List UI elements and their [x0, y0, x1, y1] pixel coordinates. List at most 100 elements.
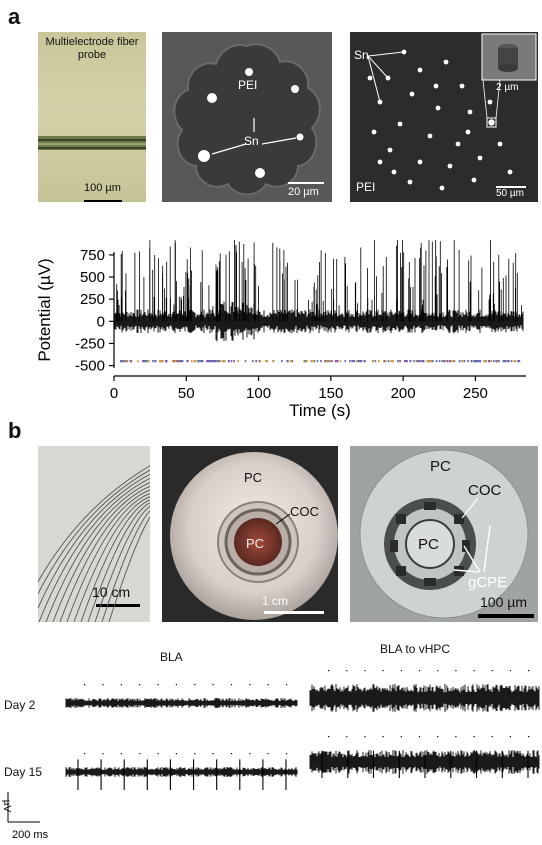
- unit-marker: [212, 684, 214, 686]
- scale-bar-label: 100 µm: [84, 182, 121, 194]
- spike-raster-mark: [272, 360, 275, 363]
- fiber-bundle-photo: 10 cm: [38, 446, 150, 622]
- spike-raster-mark: [197, 360, 200, 363]
- sn-particle: [467, 109, 473, 115]
- unit-marker: [328, 736, 330, 738]
- spike-raster-mark: [312, 360, 315, 363]
- spike-raster-mark: [399, 360, 401, 363]
- spike-raster-mark: [435, 360, 438, 363]
- spike-raster-mark: [216, 360, 218, 363]
- unit-marker: [175, 753, 177, 755]
- unit-marker: [328, 670, 330, 672]
- unit-marker: [157, 684, 159, 686]
- y-tick-label: -500: [75, 358, 105, 375]
- spike-raster-mark: [320, 360, 322, 363]
- fiber-strand: [52, 485, 150, 622]
- gcpe-label: gCPE: [468, 574, 508, 591]
- spike-raster-mark: [477, 360, 479, 363]
- spike-raster-mark: [304, 360, 307, 363]
- spike-raster-mark: [255, 360, 257, 363]
- spike-raster-mark: [473, 360, 476, 363]
- spike-raster-mark: [467, 360, 469, 363]
- bla-vhpc-day15-trace-spikes: [321, 750, 529, 778]
- sn-particle: [459, 83, 465, 89]
- fiber-strand: [45, 481, 150, 622]
- spike-raster-mark: [409, 360, 411, 363]
- spike-raster-mark: [331, 360, 333, 363]
- unit-marker: [509, 670, 511, 672]
- x-tick-label: 250: [463, 385, 488, 402]
- x-tick-label: 50: [178, 385, 195, 402]
- unit-marker: [364, 670, 366, 672]
- bla-vhpc-day15-trace: [309, 750, 540, 774]
- sn-particle: [407, 179, 413, 185]
- unit-marker: [84, 753, 86, 755]
- y-tick-label: -250: [75, 335, 105, 352]
- spike-raster-mark: [432, 360, 434, 363]
- scale-bar-label: 10 cm: [92, 584, 131, 600]
- unit-marker: [249, 753, 251, 755]
- day-15-label: Day 15: [4, 765, 43, 779]
- spike-raster-mark: [449, 360, 451, 363]
- sn-particle: [497, 141, 503, 147]
- unit-marker: [528, 670, 530, 672]
- spike-raster-mark: [209, 360, 211, 363]
- spike-raster-mark: [476, 360, 478, 363]
- x-tick-label: 100: [246, 385, 271, 402]
- spike-raster-mark: [199, 360, 201, 363]
- sn-particle: [435, 105, 441, 111]
- spike-raster-mark: [161, 360, 164, 363]
- spike-raster-mark: [404, 360, 406, 363]
- sn-particle: [391, 169, 397, 175]
- electrode-cross-section-photo: PC PC COC gCPE 100 µm: [350, 446, 538, 622]
- spike-raster-mark: [428, 360, 430, 363]
- spike-raster-mark: [441, 360, 444, 363]
- potential-recording-chart: 750 500 250 0 -250 -500 0 50 100 150 200 250 Poten…: [0, 240, 542, 420]
- spike-raster-mark: [329, 360, 331, 363]
- sn-particle: [417, 67, 423, 73]
- spike-raster-mark: [415, 360, 418, 363]
- sn-particle: [471, 177, 477, 183]
- spike-raster-mark: [325, 360, 328, 363]
- spike-raster-mark: [124, 360, 126, 363]
- unit-marker: [249, 684, 251, 686]
- spike-raster-mark: [418, 360, 420, 363]
- spike-raster-mark: [130, 360, 132, 363]
- unit-marker: [473, 736, 475, 738]
- spike-raster-mark: [459, 360, 461, 363]
- sn-particle: [439, 185, 445, 191]
- spike-raster-mark: [179, 360, 182, 363]
- potential-trace-spikes: [116, 240, 522, 322]
- spike-raster-mark: [324, 360, 327, 363]
- spike-raster-mark: [178, 360, 181, 363]
- spike-raster-mark: [518, 360, 521, 363]
- panel-letter-b: b: [8, 418, 22, 443]
- spike-raster-mark: [121, 360, 124, 363]
- scale-bar-label: 1 cm: [262, 594, 289, 608]
- spike-raster-mark: [287, 360, 289, 363]
- spike-raster-mark: [413, 360, 415, 363]
- spike-raster-mark: [498, 360, 500, 363]
- spike-raster-mark: [181, 360, 184, 363]
- pei-label: PEI: [356, 180, 376, 194]
- fiber-probe-title: Multielectrode fiber probe: [45, 36, 139, 61]
- spike-raster-mark: [142, 360, 144, 363]
- spike-raster-mark: [374, 360, 377, 363]
- spike-raster-mark: [165, 360, 167, 363]
- unit-marker: [267, 753, 269, 755]
- spike-raster-mark: [201, 360, 204, 363]
- fiber-cross-section-photo: PC PC COC 1 cm: [162, 446, 338, 622]
- spike-raster-mark: [385, 360, 387, 363]
- spike-raster-mark: [190, 360, 193, 363]
- spike-raster-mark: [218, 360, 221, 363]
- spike-raster-mark: [316, 360, 319, 363]
- sn-particle: [433, 83, 439, 89]
- spike-raster-mark: [358, 360, 361, 363]
- spike-raster-mark: [392, 360, 394, 363]
- cross-section-sem-image: PEI Sn 20 µm: [162, 32, 332, 202]
- spike-raster-mark: [390, 360, 392, 363]
- spike-raster-mark: [230, 360, 233, 363]
- spike-raster-mark: [165, 360, 168, 363]
- unit-marker: [267, 684, 269, 686]
- spike-raster-mark: [349, 360, 351, 363]
